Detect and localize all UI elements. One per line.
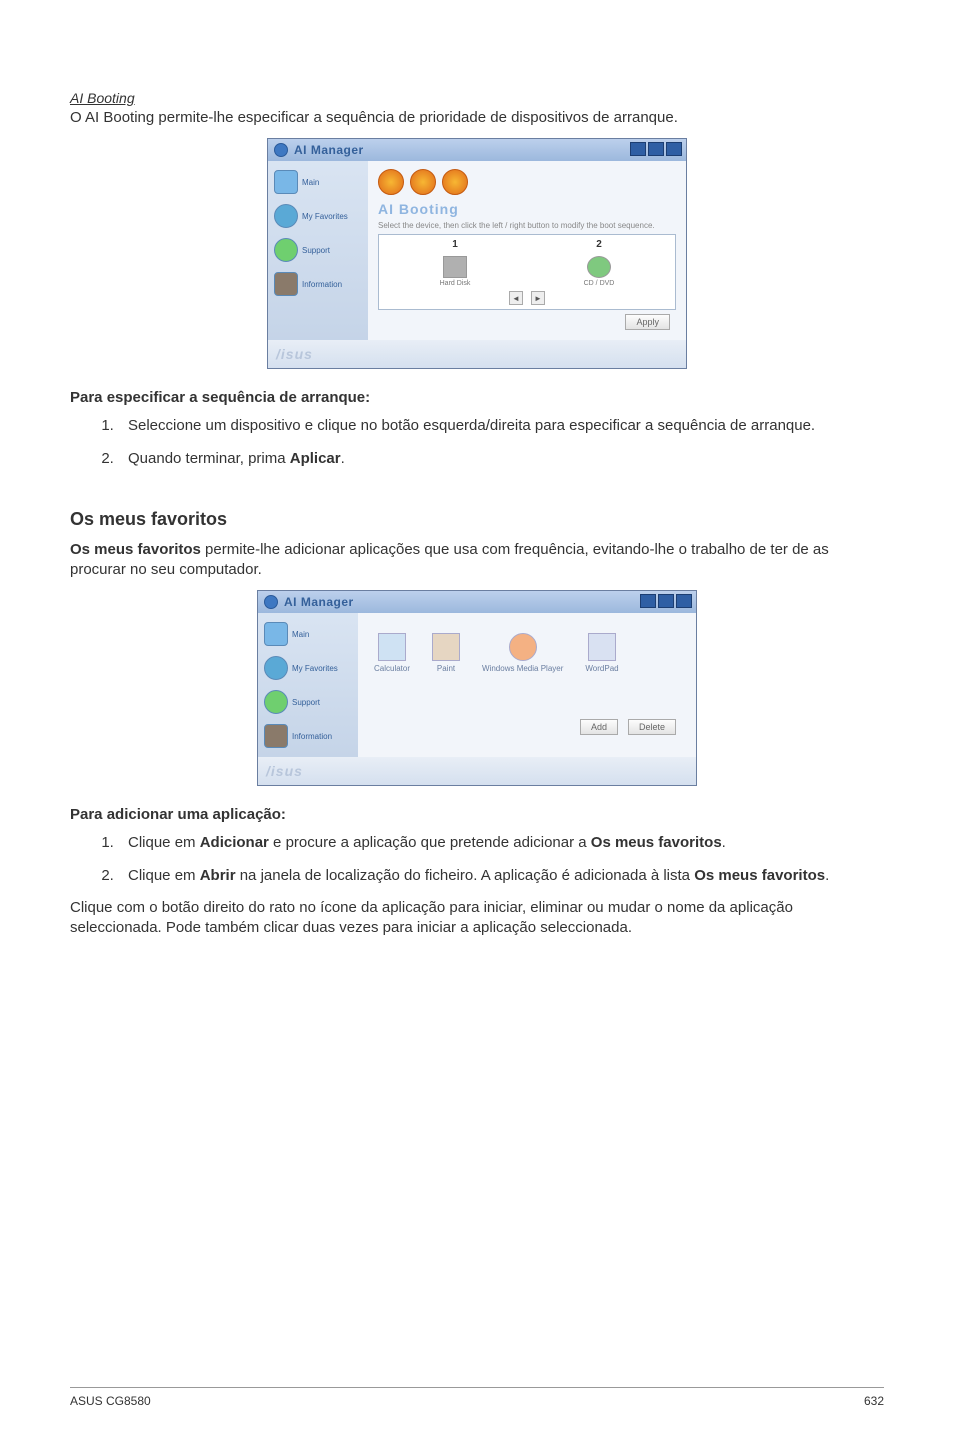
boot-steps-heading: Para especificar a sequência de arranque… bbox=[70, 389, 884, 406]
sidebar-item-information[interactable]: Information bbox=[262, 721, 354, 751]
ai-booting-heading: AI Booting bbox=[70, 90, 884, 106]
sidebar-item-support[interactable]: Support bbox=[262, 687, 354, 717]
sidebar-item-label: Support bbox=[292, 698, 320, 707]
close-icon[interactable] bbox=[666, 142, 682, 156]
favorite-label: Calculator bbox=[374, 664, 410, 673]
step-item: Clique em Abrir na janela de localização… bbox=[118, 866, 884, 886]
step-text: Clique em bbox=[128, 834, 200, 851]
boot-device[interactable]: Hard Disk bbox=[440, 256, 471, 287]
favorites-intro: Os meus favoritos permite-lhe adicionar … bbox=[70, 540, 884, 581]
tool-icon[interactable] bbox=[442, 169, 468, 195]
add-app-steps: Clique em Adicionar e procure a aplicaçã… bbox=[70, 833, 884, 886]
sidebar-item-label: Main bbox=[292, 630, 309, 639]
boot-sequence-box: 1 2 Hard Disk CD / DVD ◄ ► bbox=[378, 234, 676, 310]
step-bold: Abrir bbox=[200, 867, 236, 884]
sidebar: Main My Favorites Support Information bbox=[268, 161, 368, 340]
step-text: . bbox=[341, 450, 345, 467]
ai-booting-intro: O AI Booting permite-lhe especificar a s… bbox=[70, 108, 884, 128]
sidebar-item-label: Information bbox=[302, 280, 342, 289]
boot-steps-list: Seleccione um dispositivo e clique no bo… bbox=[70, 416, 884, 469]
step-bold: Adicionar bbox=[200, 834, 269, 851]
column-header: 1 bbox=[452, 239, 458, 250]
sidebar-item-favorites[interactable]: My Favorites bbox=[272, 201, 364, 231]
add-button[interactable]: Add bbox=[580, 719, 618, 735]
step-text: Seleccione um dispositivo e clique no bo… bbox=[128, 417, 815, 434]
step-bold: Os meus favoritos bbox=[694, 867, 825, 884]
boot-device-label: CD / DVD bbox=[584, 280, 615, 287]
sidebar-item-label: My Favorites bbox=[302, 212, 348, 221]
step-bold: Os meus favoritos bbox=[591, 834, 722, 851]
favorites-heading: Os meus favoritos bbox=[70, 509, 884, 530]
maximize-icon[interactable] bbox=[648, 142, 664, 156]
left-arrow-button[interactable]: ◄ bbox=[509, 291, 523, 305]
footer-left: ASUS CG8580 bbox=[70, 1394, 151, 1408]
sidebar-item-main[interactable]: Main bbox=[262, 619, 354, 649]
close-icon[interactable] bbox=[676, 594, 692, 608]
step-text: . bbox=[722, 834, 726, 851]
step-item: Seleccione um dispositivo e clique no bo… bbox=[118, 416, 884, 436]
step-item: Quando terminar, prima Aplicar. bbox=[118, 449, 884, 469]
tool-icon[interactable] bbox=[410, 169, 436, 195]
window-title: AI Manager bbox=[284, 595, 354, 609]
window-title: AI Manager bbox=[294, 143, 364, 157]
step-text: na janela de localização do ficheiro. A … bbox=[236, 867, 695, 884]
favorite-app[interactable]: Windows Media Player bbox=[482, 633, 563, 673]
favorite-label: Paint bbox=[432, 664, 460, 673]
sidebar-item-support[interactable]: Support bbox=[272, 235, 364, 265]
window-footer-logo: /isus bbox=[268, 340, 686, 368]
step-bold: Aplicar bbox=[290, 450, 341, 467]
step-item: Clique em Adicionar e procure a aplicaçã… bbox=[118, 833, 884, 853]
content-panel: Calculator Paint Windows Media Player Wo… bbox=[358, 613, 696, 757]
sidebar-item-information[interactable]: Information bbox=[272, 269, 364, 299]
sidebar-item-label: Information bbox=[292, 732, 332, 741]
step-text: Quando terminar, prima bbox=[128, 450, 290, 467]
boot-device-label: Hard Disk bbox=[440, 280, 471, 287]
column-header: 2 bbox=[596, 239, 602, 250]
page-footer: ASUS CG8580 632 bbox=[70, 1387, 884, 1408]
intro-bold: Os meus favoritos bbox=[70, 541, 201, 558]
minimize-icon[interactable] bbox=[630, 142, 646, 156]
window-titlebar: AI Manager bbox=[258, 591, 696, 613]
step-text: . bbox=[825, 867, 829, 884]
step-text: Clique em bbox=[128, 867, 200, 884]
favorite-app[interactable]: Paint bbox=[432, 633, 460, 673]
add-app-heading: Para adicionar uma aplicação: bbox=[70, 806, 884, 823]
delete-button[interactable]: Delete bbox=[628, 719, 676, 735]
boot-device[interactable]: CD / DVD bbox=[584, 256, 615, 287]
footer-right: 632 bbox=[864, 1394, 884, 1408]
favorite-label: Windows Media Player bbox=[482, 664, 563, 673]
tool-icon[interactable] bbox=[378, 169, 404, 195]
favorite-label: WordPad bbox=[585, 664, 618, 673]
panel-instruction: Select the device, then click the left /… bbox=[378, 221, 676, 230]
right-arrow-button[interactable]: ► bbox=[531, 291, 545, 305]
app-icon bbox=[274, 143, 288, 157]
favorites-screenshot: AI Manager Main My Favorites Support Inf… bbox=[70, 590, 884, 786]
maximize-icon[interactable] bbox=[658, 594, 674, 608]
favorite-app[interactable]: Calculator bbox=[374, 633, 410, 673]
sidebar: Main My Favorites Support Information bbox=[258, 613, 358, 757]
window-titlebar: AI Manager bbox=[268, 139, 686, 161]
step-text: e procure a aplicação que pretende adici… bbox=[269, 834, 591, 851]
sidebar-item-label: Main bbox=[302, 178, 319, 187]
sidebar-item-label: Support bbox=[302, 246, 330, 255]
sidebar-item-main[interactable]: Main bbox=[272, 167, 364, 197]
content-panel: AI Booting Select the device, then click… bbox=[368, 161, 686, 340]
window-footer-logo: /isus bbox=[258, 757, 696, 785]
toolbar-icons bbox=[378, 169, 676, 195]
ai-booting-screenshot: AI Manager Main My Favorites Support Inf… bbox=[70, 138, 884, 369]
app-icon bbox=[264, 595, 278, 609]
favorite-app[interactable]: WordPad bbox=[585, 633, 618, 673]
panel-title: AI Booting bbox=[378, 201, 676, 217]
minimize-icon[interactable] bbox=[640, 594, 656, 608]
sidebar-item-favorites[interactable]: My Favorites bbox=[262, 653, 354, 683]
favorites-closing: Clique com o botão direito do rato no íc… bbox=[70, 898, 884, 939]
apply-button[interactable]: Apply bbox=[625, 314, 670, 330]
sidebar-item-label: My Favorites bbox=[292, 664, 338, 673]
